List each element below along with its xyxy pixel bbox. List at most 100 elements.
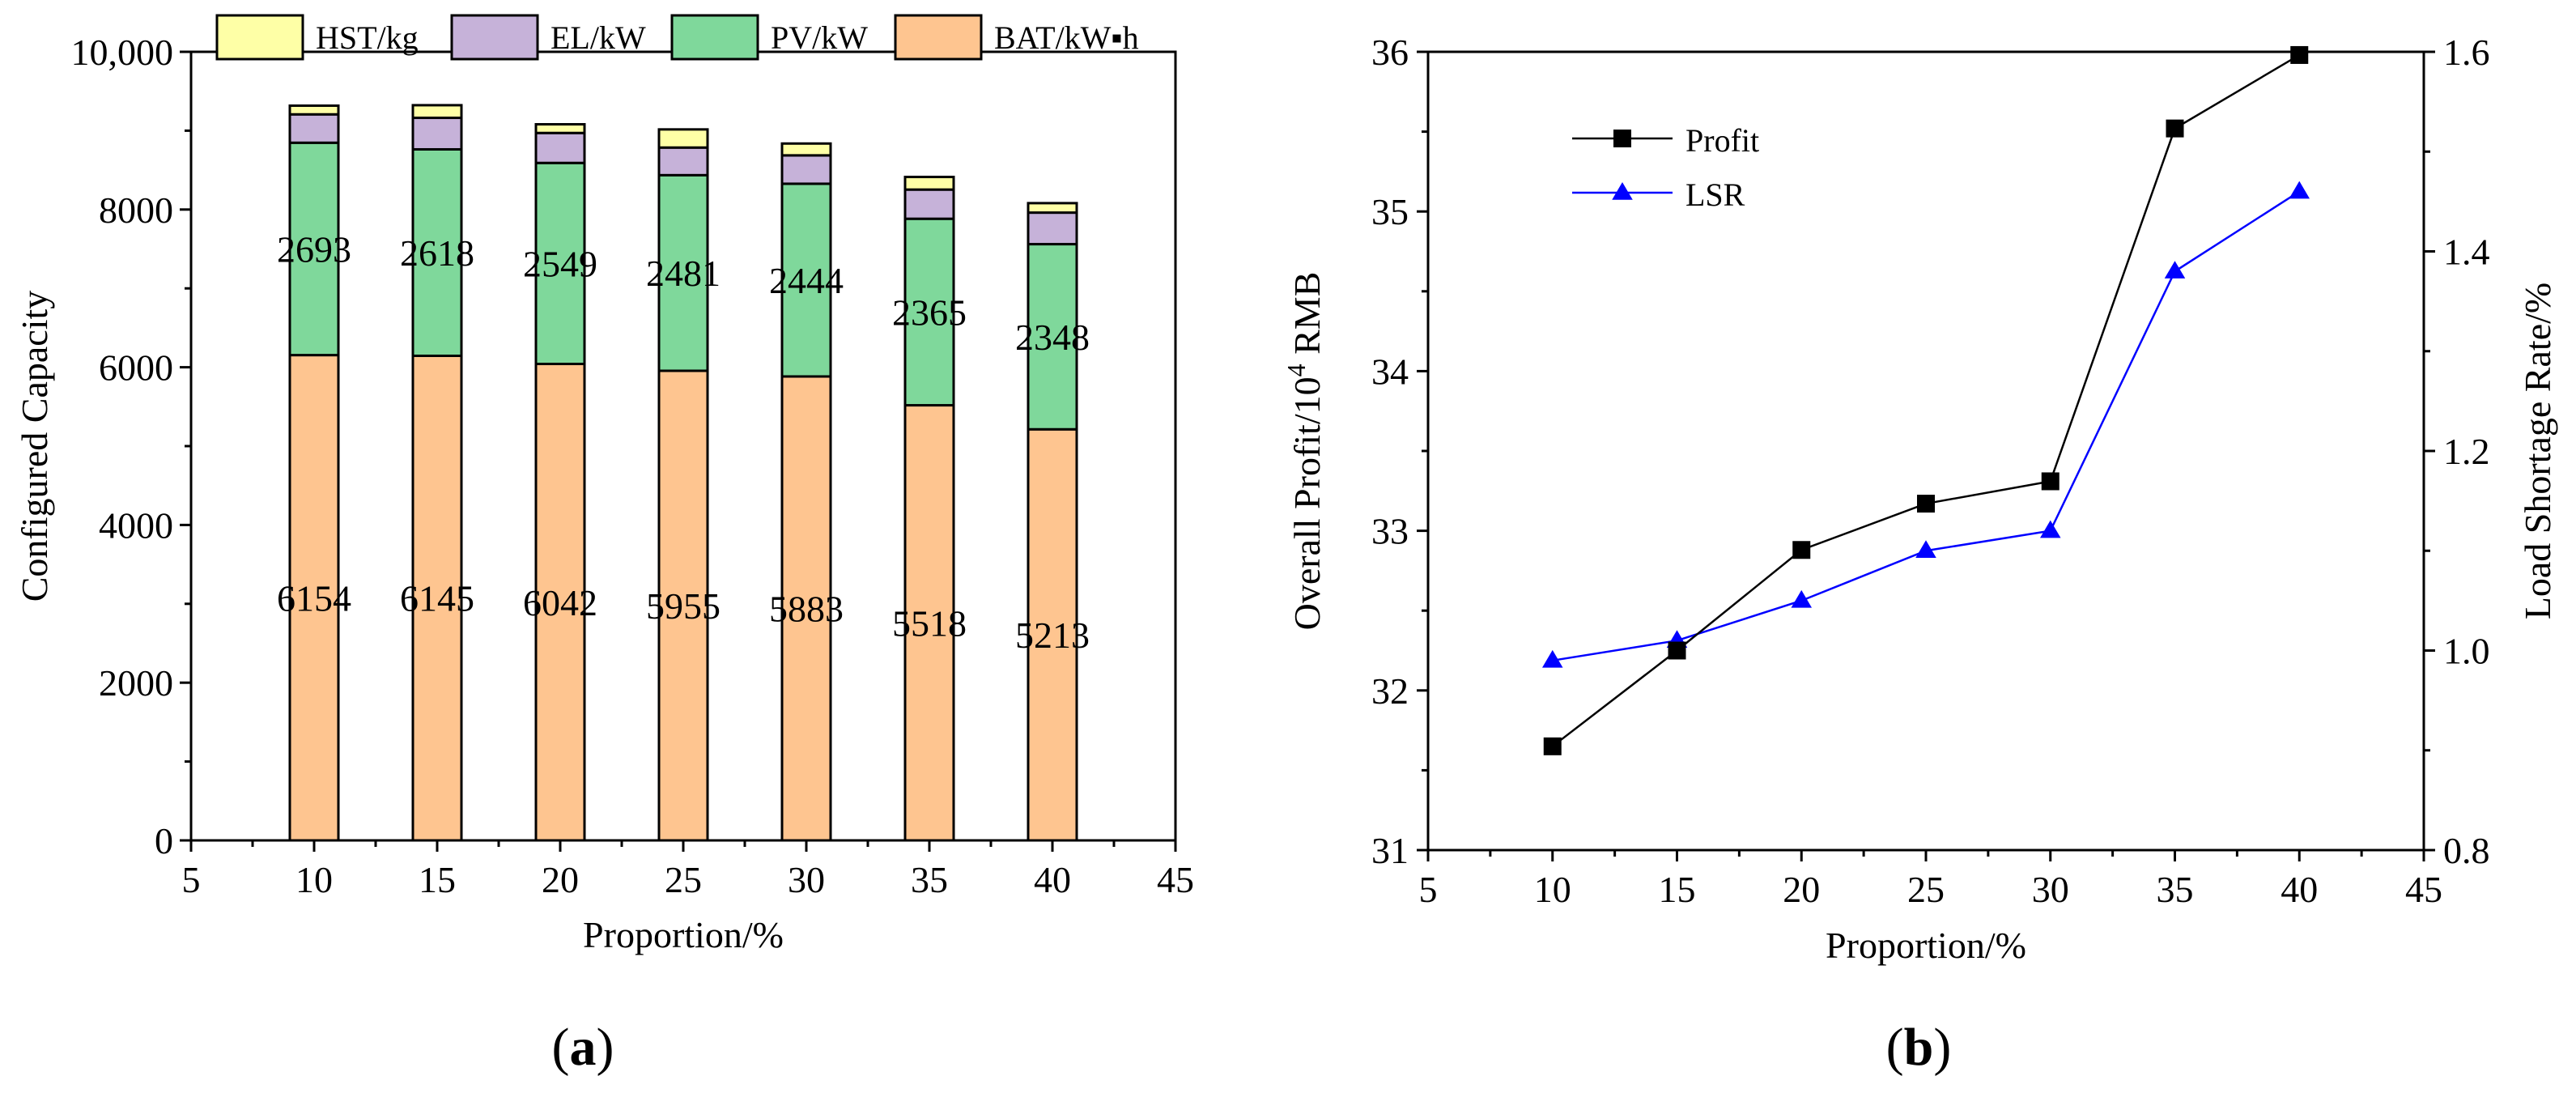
data-label: 6145 (400, 578, 474, 619)
y-tick-label: 32 (1371, 670, 1409, 712)
chart-a-legend: HST/kg EL/kW PV/kW BAT/kW▪h (215, 14, 1139, 61)
bar-segment (411, 104, 463, 120)
chart-b: 5 10 15 20 25 30 35 40 45 31 32 33 34 35 36 0.8 1.0 1.2… (1282, 32, 2558, 1077)
bar-segment (288, 113, 340, 144)
legend-label: HST/kg (316, 19, 419, 56)
x-tick-label: 35 (2157, 869, 2194, 910)
x-tick-label: 20 (1783, 869, 1820, 910)
point (1792, 541, 1811, 559)
y-tick-label: 33 (1371, 511, 1409, 552)
point (2164, 261, 2186, 279)
x-tick-label: 40 (2281, 869, 2318, 910)
point (2290, 45, 2309, 64)
chart-b-left-y-axis-label: Overall Profit/104 RMB (1282, 272, 1328, 631)
point (2039, 520, 2061, 538)
point (1612, 182, 1633, 200)
x-tick-label: 5 (1419, 869, 1438, 910)
point (1541, 649, 1563, 668)
bar-segment (903, 176, 955, 191)
x-tick-label: 10 (1534, 869, 1571, 910)
legend-label: LSR (1685, 176, 1745, 213)
bar-segment (657, 173, 709, 372)
data-label: 2365 (892, 291, 967, 333)
y-tick-label: 10,000 (71, 32, 174, 73)
x-tick-label: 15 (1659, 869, 1696, 910)
x-tick-label: 40 (1034, 859, 1071, 900)
chart-b-legend: Profit LSR (1572, 122, 1759, 213)
bar-segment (657, 128, 709, 149)
bar-segment (903, 404, 955, 842)
x-tick-label: 25 (665, 859, 702, 900)
chart-b-series (1541, 45, 2310, 755)
data-label: 2444 (769, 260, 844, 301)
y-tick-label: 2000 (99, 662, 173, 704)
x-tick-label: 45 (1157, 859, 1194, 900)
y-tick-label: 31 (1371, 830, 1409, 871)
bar-segment (780, 182, 832, 378)
x-tick-label: 35 (911, 859, 948, 900)
chart-a-y-ticks: 0 2000 4000 6000 8000 10,000 (71, 32, 191, 861)
data-label: 6042 (523, 582, 597, 623)
bar-segment (1027, 202, 1078, 215)
data-label: 2348 (1015, 317, 1090, 358)
y2-tick-label: 0.8 (2443, 830, 2490, 871)
chart-b-x-ticks: 5 10 15 20 25 30 35 40 45 (1419, 850, 2442, 910)
chart-b-frame (1426, 50, 2425, 852)
x-tick-label: 30 (2032, 869, 2069, 910)
bar-segment (534, 131, 586, 164)
legend-swatch (215, 14, 304, 61)
y-tick-label: 34 (1371, 351, 1409, 392)
x-tick-label: 30 (788, 859, 825, 900)
y-tick-label: 36 (1371, 32, 1409, 73)
y-tick-label: 8000 (99, 189, 173, 231)
bar-segment (534, 123, 586, 134)
chart-b-x-axis-label: Proportion/% (1826, 925, 2026, 966)
legend-label: Profit (1685, 122, 1759, 159)
bar-segment (411, 147, 463, 357)
y2-tick-label: 1.4 (2443, 232, 2490, 273)
chart-a-x-axis-label: Proportion/% (583, 914, 784, 955)
bar-segment (288, 141, 340, 357)
legend-swatch (670, 14, 759, 61)
chart-a: 6154 2693 6145 2618 6042 2549 5955 2481 5883 2444… (14, 14, 1194, 1077)
legend-label: EL/kW (550, 19, 646, 56)
y2-tick-label: 1.6 (2443, 32, 2490, 73)
point (1915, 540, 1936, 559)
y2-tick-label: 1.0 (2443, 631, 2490, 672)
point (1543, 737, 1562, 755)
y2-tick-label: 1.2 (2443, 431, 2490, 472)
chart-b-left-y-ticks: 31 32 33 34 35 36 (1371, 32, 1428, 871)
point (1613, 130, 1631, 147)
panel-b-label: (b) (1886, 1018, 1952, 1077)
point (2041, 472, 2060, 491)
bar-segment (1027, 211, 1078, 246)
bar-segment (780, 142, 832, 157)
data-label: 2693 (277, 228, 351, 270)
data-label: 6154 (277, 577, 351, 619)
y-tick-label: 35 (1371, 191, 1409, 232)
data-label: 2549 (523, 243, 597, 284)
point (2166, 119, 2184, 138)
x-tick-label: 5 (182, 859, 201, 900)
bar-segment (534, 161, 586, 366)
legend-label: PV/kW (771, 19, 868, 56)
legend-label: BAT/kW▪h (994, 19, 1139, 56)
point (1668, 641, 1686, 660)
x-tick-label: 45 (2405, 869, 2442, 910)
chart-a-x-ticks: 5 10 15 20 25 30 35 40 45 (182, 840, 1194, 900)
legend-swatch (894, 14, 983, 61)
x-tick-label: 15 (419, 859, 456, 900)
y-tick-label: 0 (155, 820, 173, 861)
data-label: 5883 (769, 588, 844, 629)
data-label: 2618 (400, 232, 474, 274)
y-tick-label: 4000 (99, 504, 173, 546)
bar-segment (288, 354, 340, 842)
x-tick-label: 20 (542, 859, 579, 900)
data-label: 5518 (892, 602, 967, 644)
panel-a-label: (a) (552, 1018, 614, 1077)
point (1917, 495, 1935, 513)
bar-segment (411, 117, 463, 151)
chart-a-y-axis-label: Configured Capacity (14, 291, 55, 602)
bar-segment (780, 154, 832, 185)
